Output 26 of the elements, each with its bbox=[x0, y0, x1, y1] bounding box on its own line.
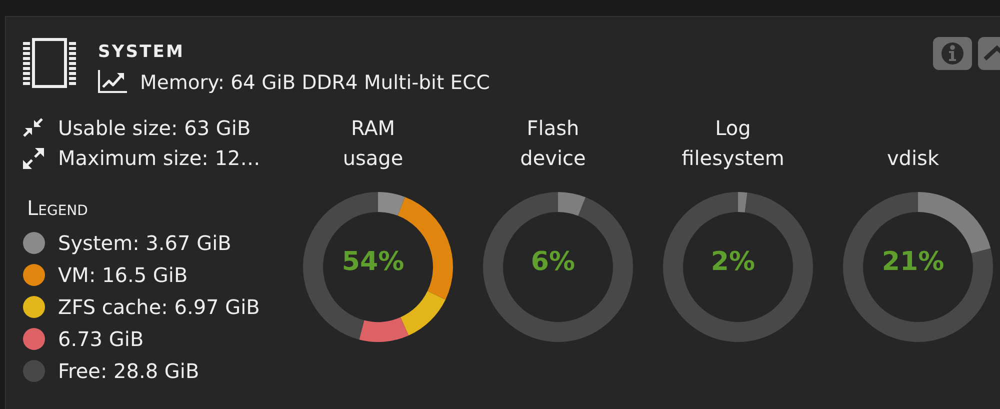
chart-title: Log filesystem bbox=[682, 116, 784, 170]
legend-label: Free: 28.8 GiB bbox=[58, 359, 200, 383]
text: 6% bbox=[530, 247, 576, 277]
text: Memory: 64 GiB DDR4 Multi-bit ECC bbox=[140, 71, 490, 94]
donut-slice bbox=[378, 192, 405, 216]
text: 2% bbox=[710, 247, 756, 277]
donut-slice bbox=[483, 192, 633, 342]
text: 54% bbox=[342, 247, 404, 277]
legend-label: ZFS cache: 6.97 GiB bbox=[58, 295, 260, 319]
text: Maximum size: 12… bbox=[58, 146, 260, 170]
donut-slice bbox=[738, 192, 748, 212]
donut-slice bbox=[359, 317, 409, 342]
text: Usable size: 63 GiB bbox=[58, 116, 251, 140]
legend-title: Legend bbox=[27, 196, 88, 220]
legend-label: VM: 16.5 GiB bbox=[58, 263, 188, 287]
donut-slice bbox=[558, 192, 586, 216]
donut-slice bbox=[400, 290, 446, 336]
donut-slice bbox=[663, 192, 813, 342]
chart-title: vdisk bbox=[886, 146, 940, 170]
donut-slice bbox=[843, 192, 993, 342]
legend-label: System: 3.67 GiB bbox=[58, 231, 232, 255]
text: SYSTEM bbox=[98, 42, 185, 62]
legend-label: 6.73 GiB bbox=[58, 327, 144, 351]
text: 21% bbox=[882, 247, 944, 277]
chart-title: RAM usage bbox=[342, 116, 404, 170]
chart-title: Flash device bbox=[520, 116, 586, 170]
